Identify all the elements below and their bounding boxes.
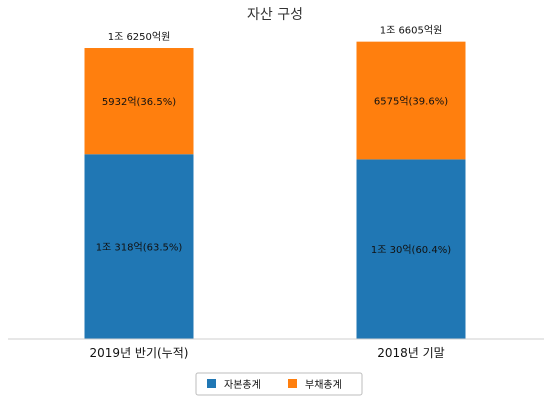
plot-area: 1조 318억(63.5%) 5932억(36.5%) 1조 6250억원 2019년…: [84, 25, 466, 360]
legend-box: [195, 372, 363, 396]
bar-equity-1: [356, 159, 466, 339]
legend: 자본총계 부채총계: [195, 372, 363, 396]
chart-title: 자산 구성: [247, 7, 303, 23]
bar-label-equity-1: 1조 30억(60.4%): [371, 244, 451, 256]
legend-label-liabilities: 부채총계: [305, 379, 342, 391]
bar-liabilities-0: [84, 48, 194, 155]
bar-label-liabilities-0: 5932억(36.5%): [102, 96, 176, 108]
category-label-0: 2019년 반기(누적): [90, 346, 189, 360]
legend-swatch-equity: [207, 379, 216, 388]
bar-liabilities-1: [356, 41, 466, 160]
bar-label-equity-0: 1조 318억(63.5%): [96, 242, 183, 254]
total-label-1: 1조 6605억원: [380, 25, 443, 37]
legend-swatch-liabilities: [288, 379, 297, 388]
category-label-1: 2018년 기말: [377, 346, 444, 360]
total-label-0: 1조 6250억원: [108, 31, 171, 43]
legend-label-equity: 자본총계: [224, 379, 261, 391]
bar-label-liabilities-1: 6575억(39.6%): [374, 96, 448, 108]
bar-equity-0: [84, 154, 194, 339]
